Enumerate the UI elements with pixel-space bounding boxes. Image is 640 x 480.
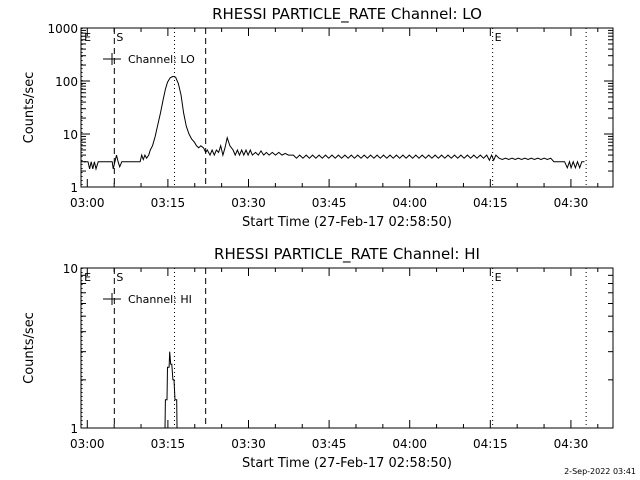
chart-hi-frame bbox=[80, 267, 614, 429]
chart-lo-marker-label: E bbox=[84, 31, 91, 44]
chart-lo-frame bbox=[80, 27, 614, 188]
chart-lo-x-tick-label: 03:45 bbox=[312, 196, 347, 210]
chart-lo-x-tick-label: 03:30 bbox=[231, 196, 266, 210]
chart-hi-marker-label: S bbox=[116, 271, 123, 284]
chart-lo-y-tick-label: 1000 bbox=[47, 22, 78, 36]
chart-hi-x-tick-label: 04:30 bbox=[554, 437, 589, 451]
chart-lo-y-tick-label: 100 bbox=[55, 75, 78, 89]
chart-hi-x-tick-label: 03:15 bbox=[151, 437, 186, 451]
chart-hi-y-tick-label: 10 bbox=[63, 262, 78, 276]
chart-lo-title: RHESSI PARTICLE_RATE Channel: LO bbox=[212, 5, 482, 24]
chart-lo-marker-label: S bbox=[116, 31, 123, 44]
chart-hi-panel: RHESSI PARTICLE_RATE Channel: HI Start Ti… bbox=[22, 245, 614, 471]
chart-hi-y-tick-label: 1 bbox=[70, 422, 78, 436]
chart-lo-marker-label: E bbox=[495, 31, 502, 44]
chart-lo-series-line bbox=[83, 75, 585, 171]
chart-lo-xlabel: Start Time (27-Feb-17 02:58:50) bbox=[242, 215, 452, 230]
chart-hi-x-tick-label: 03:00 bbox=[70, 437, 105, 451]
chart-lo-x-tick-label: 04:30 bbox=[554, 196, 589, 210]
chart-hi-x-tick-label: 03:45 bbox=[312, 437, 347, 451]
chart-lo-legend-label: Channel: LO bbox=[128, 53, 195, 66]
chart-lo-y-tick-label: 1 bbox=[70, 181, 78, 195]
chart-hi-marker-label: E bbox=[84, 271, 91, 284]
chart-hi-title: RHESSI PARTICLE_RATE Channel: HI bbox=[214, 245, 480, 264]
chart-hi-marker-label: E bbox=[495, 271, 502, 284]
chart-hi-x-tick-label: 03:30 bbox=[231, 437, 266, 451]
footer-date: 2-Sep-2022 03:41 bbox=[564, 467, 636, 476]
chart-lo-x-tick-label: 03:15 bbox=[151, 196, 186, 210]
chart-lo-x-tick-label: 04:15 bbox=[473, 196, 508, 210]
chart-lo-y-tick-label: 10 bbox=[63, 128, 78, 142]
chart-hi-ylabel: Counts/sec bbox=[22, 312, 37, 384]
chart-hi-x-tick-label: 04:00 bbox=[392, 437, 427, 451]
chart-hi-xlabel: Start Time (27-Feb-17 02:58:50) bbox=[242, 456, 452, 471]
chart-lo-x-tick-label: 03:00 bbox=[70, 196, 105, 210]
chart-hi-legend-label: Channel: HI bbox=[128, 293, 192, 306]
chart-lo-x-tick-label: 04:00 bbox=[392, 196, 427, 210]
chart-hi-x-tick-label: 04:15 bbox=[473, 437, 508, 451]
chart-hi-series-line bbox=[164, 351, 178, 428]
chart-lo-panel: RHESSI PARTICLE_RATE Channel: LO Start Ti… bbox=[22, 5, 614, 230]
chart-lo-ylabel: Counts/sec bbox=[22, 72, 37, 144]
